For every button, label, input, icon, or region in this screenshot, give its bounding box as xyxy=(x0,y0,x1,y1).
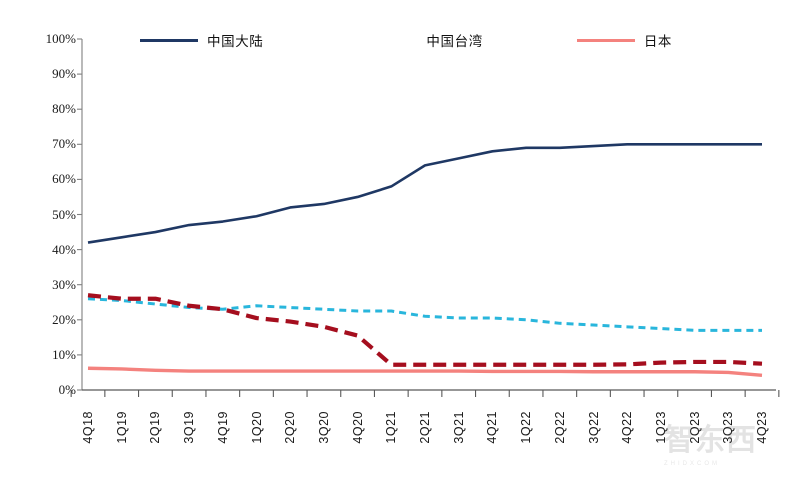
x-axis-tick-label: 4Q18 xyxy=(81,411,95,444)
series-line-3 xyxy=(87,293,763,367)
x-axis-tick-label: 2Q22 xyxy=(552,411,567,444)
y-axis-tick-label: 40% xyxy=(52,241,76,257)
x-axis-tick-label: 4Q20 xyxy=(350,411,365,444)
x-axis-tick-label: 4Q23 xyxy=(755,411,769,444)
x-axis-tick-label: 1Q19 xyxy=(114,411,129,444)
legend-item-japan[interactable]: 日本 xyxy=(576,30,673,50)
x-axis-tick-label: 3Q23 xyxy=(721,411,736,444)
x-axis-tick-label: 1Q23 xyxy=(653,411,668,444)
x-axis-tick-label: 2Q21 xyxy=(418,411,432,444)
legend-item-mainland-china[interactable]: 中国大陆 xyxy=(140,30,263,50)
x-axis-tick-label: 3Q20 xyxy=(316,411,331,444)
legend-label: 中国台湾 xyxy=(426,34,483,50)
y-axis-tick-label: 10% xyxy=(52,346,76,362)
x-axis-tick-label: 1Q22 xyxy=(519,411,534,444)
series-line-1 xyxy=(87,297,762,332)
y-axis-tick-label: 30% xyxy=(52,276,76,292)
x-axis-tick-label: 2Q19 xyxy=(148,411,163,444)
series-line-2 xyxy=(87,366,763,377)
y-axis-tick-label: 60% xyxy=(52,171,76,187)
y-axis-tick-label: 100% xyxy=(45,31,76,46)
y-axis-tick-label: 80% xyxy=(52,101,76,117)
x-axis-tick-label: 4Q22 xyxy=(620,411,635,444)
y-axis-tick-label: 70% xyxy=(52,136,76,152)
x-axis-tick-label: 1Q20 xyxy=(249,411,264,444)
legend-label: 中国大陆 xyxy=(207,34,264,50)
x-axis-tick-label: 3Q22 xyxy=(586,411,601,444)
y-axis-tick-label: 50% xyxy=(52,206,76,222)
legend-item-taiwan[interactable]: 中国台湾 xyxy=(359,30,482,50)
x-axis-tick-label: 1Q21 xyxy=(384,411,399,444)
x-axis-tick-label: 4Q19 xyxy=(215,411,230,444)
series-line-0 xyxy=(87,143,762,244)
legend-label: 日本 xyxy=(643,34,673,50)
x-axis-tick-label: 2Q20 xyxy=(283,411,298,444)
y-axis-tick-label: 20% xyxy=(52,311,76,327)
x-axis-tick-label: 2Q23 xyxy=(687,411,702,444)
x-axis-tick-label: 3Q21 xyxy=(451,411,466,444)
y-axis-tick-label: 90% xyxy=(52,66,76,82)
x-axis-tick-label: 3Q19 xyxy=(182,411,197,444)
chart-legend: 中国大陆 中国台湾 日本 韩国 xyxy=(140,28,760,52)
x-axis-tick-label: 4Q21 xyxy=(485,411,500,444)
y-axis-labels: 0% 10% 20% 30% 40% 50% 60% 70% 80% 90% 100% xyxy=(24,0,76,485)
